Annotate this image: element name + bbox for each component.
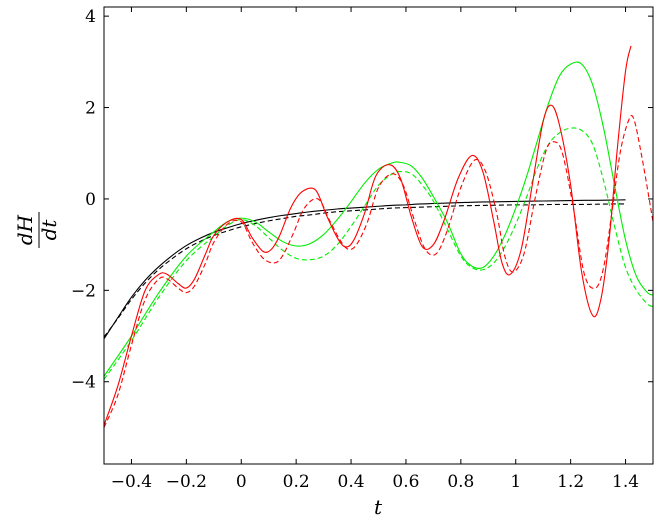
y-tick-label: 4 [85,7,96,27]
y-tick-label: −2 [71,281,96,301]
y-axis-label-denominator: dt [37,219,61,241]
x-axis-label: t [374,495,383,519]
x-tick-label: 0.2 [283,472,310,492]
series-line-6 [104,114,653,428]
x-tick-label: 0.8 [447,472,474,492]
x-tick-label: 0.6 [392,472,419,492]
x-tick-label: 1.4 [612,472,639,492]
series-line-3 [104,61,653,377]
x-tick-label: 0.4 [338,472,365,492]
plot-frame [103,6,654,465]
series-line-2 [104,203,626,338]
x-tick-label: 0 [236,472,247,492]
tick-labels: −0.4 −0.2 0 0.2 0.4 0.6 0.8 1 1.2 1.4 −4 −2 0 2 4 [71,7,639,492]
y-axis-label: dH dt [13,212,61,248]
series-line-4 [104,127,653,380]
x-tick-label: −0.4 [111,472,152,492]
series-line-5 [104,45,632,426]
x-tick-label: −0.2 [166,472,207,492]
y-tick-label: 0 [85,190,96,210]
x-tick-label: 1.2 [557,472,584,492]
y-tick-label: 2 [85,99,96,119]
series-line-1 [104,199,626,340]
y-axis-label-numerator: dH [13,214,37,245]
axis-ticks [104,7,653,464]
plot-lines [104,45,653,428]
y-tick-label: −4 [71,373,96,393]
x-tick-label: 1 [510,472,521,492]
